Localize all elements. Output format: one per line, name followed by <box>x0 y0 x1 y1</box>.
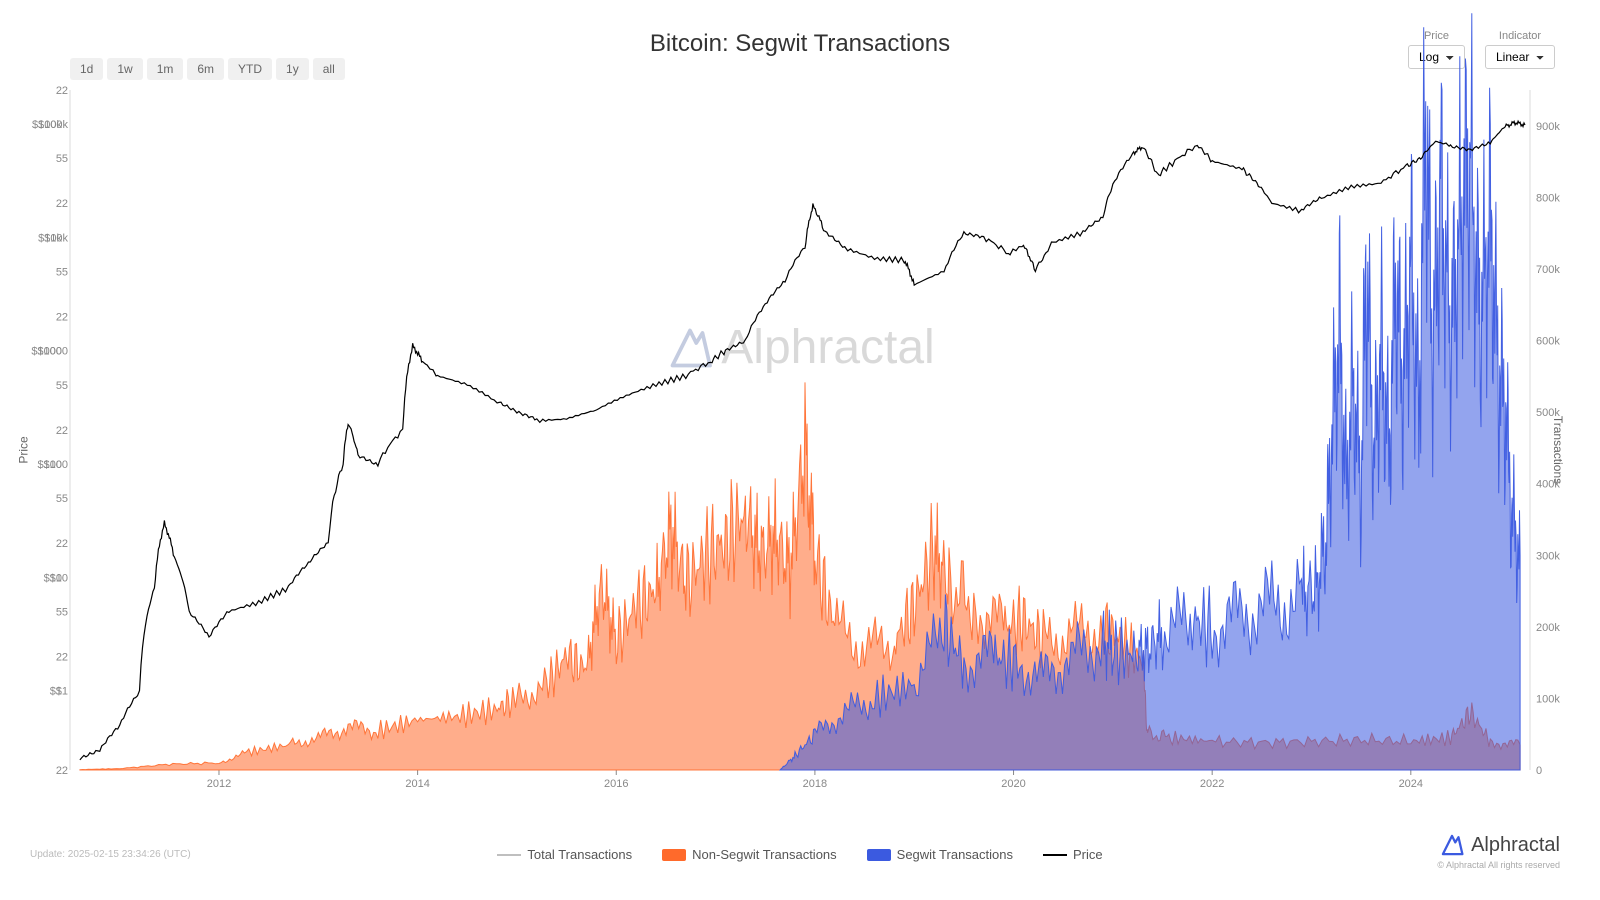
range-button-1y[interactable]: 1y <box>276 58 309 80</box>
svg-text:2012: 2012 <box>207 778 231 790</box>
svg-text:500k: 500k <box>1536 407 1560 419</box>
indicator-scale-select[interactable]: Linear <box>1485 45 1555 69</box>
svg-text:5: 5 <box>56 493 62 505</box>
legend-swatch <box>1043 854 1067 856</box>
indicator-scale-block: Indicator Linear <box>1485 30 1555 69</box>
svg-text:2: 2 <box>56 312 62 324</box>
svg-text:400k: 400k <box>1536 479 1560 491</box>
svg-text:5: 5 <box>62 266 68 278</box>
legend-label: Price <box>1073 847 1103 862</box>
svg-text:2020: 2020 <box>1001 778 1025 790</box>
svg-text:$10: $10 <box>44 572 62 584</box>
svg-text:2: 2 <box>62 198 68 210</box>
svg-text:700k: 700k <box>1536 264 1560 276</box>
svg-text:5: 5 <box>56 153 62 165</box>
plot-area[interactable]: 20122014201620182020202220242$125$1025$1… <box>70 90 1530 790</box>
legend-label: Total Transactions <box>527 847 632 862</box>
svg-text:5: 5 <box>56 266 62 278</box>
svg-text:5: 5 <box>56 606 62 618</box>
price-scale-select[interactable]: Log <box>1408 45 1465 69</box>
svg-text:2014: 2014 <box>405 778 429 790</box>
svg-text:0: 0 <box>1536 765 1542 777</box>
svg-text:2: 2 <box>62 85 68 97</box>
legend-label: Segwit Transactions <box>897 847 1013 862</box>
range-button-1d[interactable]: 1d <box>70 58 103 80</box>
legend-swatch <box>662 849 686 861</box>
indicator-scale-label: Indicator <box>1499 30 1541 42</box>
dropdown-group: Price Log Indicator Linear <box>1408 30 1555 69</box>
update-timestamp: Update: 2025-02-15 23:34:26 (UTC) <box>30 849 191 860</box>
svg-text:100k: 100k <box>1536 693 1560 705</box>
chart-title: Bitcoin: Segwit Transactions <box>0 30 1600 58</box>
legend-item-segwit[interactable]: Segwit Transactions <box>867 847 1013 862</box>
legend-item-non_segwit[interactable]: Non-Segwit Transactions <box>662 847 837 862</box>
svg-text:5: 5 <box>62 493 68 505</box>
legend-swatch <box>867 849 891 861</box>
svg-text:2: 2 <box>56 425 62 437</box>
price-scale-label: Price <box>1424 30 1449 42</box>
range-button-1w[interactable]: 1w <box>107 58 142 80</box>
range-button-6m[interactable]: 6m <box>187 58 224 80</box>
svg-text:900k: 900k <box>1536 121 1560 133</box>
svg-text:2016: 2016 <box>604 778 628 790</box>
svg-text:200k: 200k <box>1536 622 1560 634</box>
svg-text:$10k: $10k <box>38 232 62 244</box>
svg-text:2022: 2022 <box>1200 778 1224 790</box>
svg-text:300k: 300k <box>1536 550 1560 562</box>
svg-text:$100: $100 <box>38 459 62 471</box>
copyright-text: © Alphractal All rights reserved <box>1437 860 1560 870</box>
y-axis-right-label: Transactions <box>1551 416 1565 484</box>
svg-text:2: 2 <box>62 425 68 437</box>
svg-text:2: 2 <box>62 312 68 324</box>
svg-text:2018: 2018 <box>803 778 827 790</box>
svg-text:2: 2 <box>56 198 62 210</box>
svg-text:2: 2 <box>56 85 62 97</box>
svg-text:$1: $1 <box>50 686 62 698</box>
brand-logo-icon <box>1439 832 1465 858</box>
svg-text:5: 5 <box>56 380 62 392</box>
svg-text:800k: 800k <box>1536 192 1560 204</box>
range-button-YTD[interactable]: YTD <box>228 58 272 80</box>
range-button-all[interactable]: all <box>313 58 345 80</box>
legend-item-price[interactable]: Price <box>1043 847 1103 862</box>
legend-label: Non-Segwit Transactions <box>692 847 837 862</box>
y-axis-left-label: Price <box>17 436 31 463</box>
svg-text:2: 2 <box>62 652 68 664</box>
svg-text:2: 2 <box>56 538 62 550</box>
range-button-1m[interactable]: 1m <box>147 58 184 80</box>
legend-item-total[interactable]: Total Transactions <box>497 847 632 862</box>
svg-text:2: 2 <box>62 765 68 777</box>
svg-text:5: 5 <box>62 153 68 165</box>
price-scale-block: Price Log <box>1408 30 1465 69</box>
svg-text:$100k: $100k <box>32 119 62 131</box>
range-button-group: 1d1w1m6mYTD1yall <box>70 58 345 80</box>
svg-text:$1000: $1000 <box>31 346 62 358</box>
svg-text:2: 2 <box>56 765 62 777</box>
svg-text:600k: 600k <box>1536 336 1560 348</box>
svg-text:5: 5 <box>62 606 68 618</box>
svg-text:5: 5 <box>62 380 68 392</box>
svg-text:2: 2 <box>62 538 68 550</box>
brand-name: Alphractal <box>1471 834 1560 857</box>
svg-text:2: 2 <box>56 652 62 664</box>
brand-footer: Alphractal © Alphractal All rights reser… <box>1437 832 1560 870</box>
legend-swatch <box>497 854 521 856</box>
legend: Total Transactions Non-Segwit Transaction… <box>0 847 1600 862</box>
chart-container: Bitcoin: Segwit Transactions 1d1w1m6mYTD… <box>0 0 1600 900</box>
svg-text:2024: 2024 <box>1399 778 1423 790</box>
